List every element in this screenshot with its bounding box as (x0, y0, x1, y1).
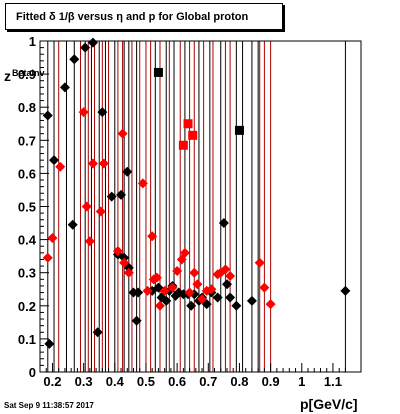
data-point-black (231, 300, 242, 311)
x-tick-label: 1 (298, 374, 305, 389)
chart-title-box: Fitted δ 1/β versus η and p for Global p… (5, 3, 283, 30)
y-tick-label: 0.2 (18, 299, 36, 314)
data-point-red (123, 267, 134, 278)
y-tick-label: 0.7 (18, 133, 36, 148)
data-point-black-square (153, 67, 163, 77)
data-point-red (259, 282, 270, 293)
data-point-black (246, 295, 257, 306)
data-point-red (179, 247, 190, 258)
y-axis-label-subscript: Betainv (12, 68, 45, 78)
data-point-red (119, 257, 130, 268)
data-point-red (167, 282, 178, 293)
x-tick-label: 0.9 (262, 374, 280, 389)
data-point-black (161, 295, 172, 306)
y-tick-label: 0.9 (18, 67, 36, 82)
data-point-red (225, 271, 236, 282)
data-point-black (67, 219, 78, 230)
data-point-red (206, 284, 217, 295)
data-point-black (212, 292, 223, 303)
x-tick-label: 1.1 (324, 374, 342, 389)
data-point-red (176, 254, 187, 265)
data-point-black (218, 218, 229, 229)
x-tick-label: 0.7 (199, 374, 217, 389)
data-point-red-square (178, 140, 188, 150)
data-point-red (137, 178, 148, 189)
data-point-red (197, 294, 208, 305)
data-point-black (97, 107, 108, 118)
y-tick-label: 0.5 (18, 200, 36, 215)
x-tick-label: 0.4 (106, 374, 125, 389)
data-point-red (189, 267, 200, 278)
data-point-black (49, 155, 60, 166)
y-tick-label: 0.4 (18, 233, 37, 248)
chart-title: Fitted δ 1/β versus η and p for Global p… (16, 11, 249, 23)
data-point-red (151, 272, 162, 283)
data-point-red (159, 285, 170, 296)
x-tick-label: 0.6 (168, 374, 186, 389)
data-point-red (95, 206, 106, 217)
data-point-black (106, 191, 117, 202)
data-point-black (116, 189, 127, 200)
data-point-black (92, 327, 103, 338)
data-point-red (154, 300, 165, 311)
data-point-red (42, 252, 53, 263)
x-axis-label: p[GeV/c] (300, 396, 358, 412)
data-point-red (47, 232, 58, 243)
data-point-red (220, 264, 231, 275)
y-tick-label: 0.8 (18, 100, 36, 115)
data-point-black (69, 54, 80, 65)
y-axis-label-main: z (4, 68, 11, 84)
data-point-red (265, 299, 276, 310)
data-point-black (80, 42, 91, 53)
data-point-black (221, 279, 232, 290)
x-tick-label: 0.3 (75, 374, 93, 389)
data-point-black (186, 300, 197, 311)
x-tick-label: 0.5 (137, 374, 155, 389)
data-point-red (98, 158, 109, 169)
data-point-black-square (234, 125, 244, 135)
markers-layer (42, 37, 351, 349)
data-point-red (117, 128, 128, 139)
data-point-red-square (183, 119, 193, 129)
vertical-lines-layer (47, 41, 346, 372)
data-point-black (42, 110, 53, 121)
y-axis-label: zBetainv (4, 68, 45, 84)
data-point-red (87, 158, 98, 169)
data-point-red (184, 287, 195, 298)
data-point-red-square (188, 130, 198, 140)
data-point-red (112, 246, 123, 257)
data-point-black (225, 292, 236, 303)
data-point-black (59, 82, 70, 93)
data-point-red (192, 279, 203, 290)
timestamp: Sat Sep 9 11:38:57 2017 (4, 401, 94, 410)
data-point-black (122, 166, 133, 177)
data-point-red (81, 201, 92, 212)
data-point-black (87, 37, 98, 48)
data-point-red (147, 231, 158, 242)
data-point-black (44, 338, 55, 349)
data-point-red (254, 257, 265, 268)
x-tick-label: 0.8 (230, 374, 248, 389)
x-tick-label: 0.2 (43, 374, 61, 389)
data-point-red (142, 285, 153, 296)
y-tick-label: 0.6 (18, 166, 36, 181)
data-point-red (172, 266, 183, 277)
y-tick-label: 1 (29, 34, 36, 49)
data-point-black (340, 285, 351, 296)
axes-layer: 0 0.1 0.2 0.3 0.4 0.5 0.6 0.7 0.8 0.9 1 0.2 0.3 0.4 0.… (18, 34, 346, 389)
y-tick-label: 0 (29, 365, 36, 380)
y-tick-label: 0.1 (18, 332, 36, 347)
y-tick-label: 0.3 (18, 266, 36, 281)
data-point-black (131, 315, 142, 326)
data-point-red (78, 107, 89, 118)
data-point-black (133, 287, 144, 298)
data-point-red (84, 236, 95, 247)
data-point-red (55, 161, 66, 172)
